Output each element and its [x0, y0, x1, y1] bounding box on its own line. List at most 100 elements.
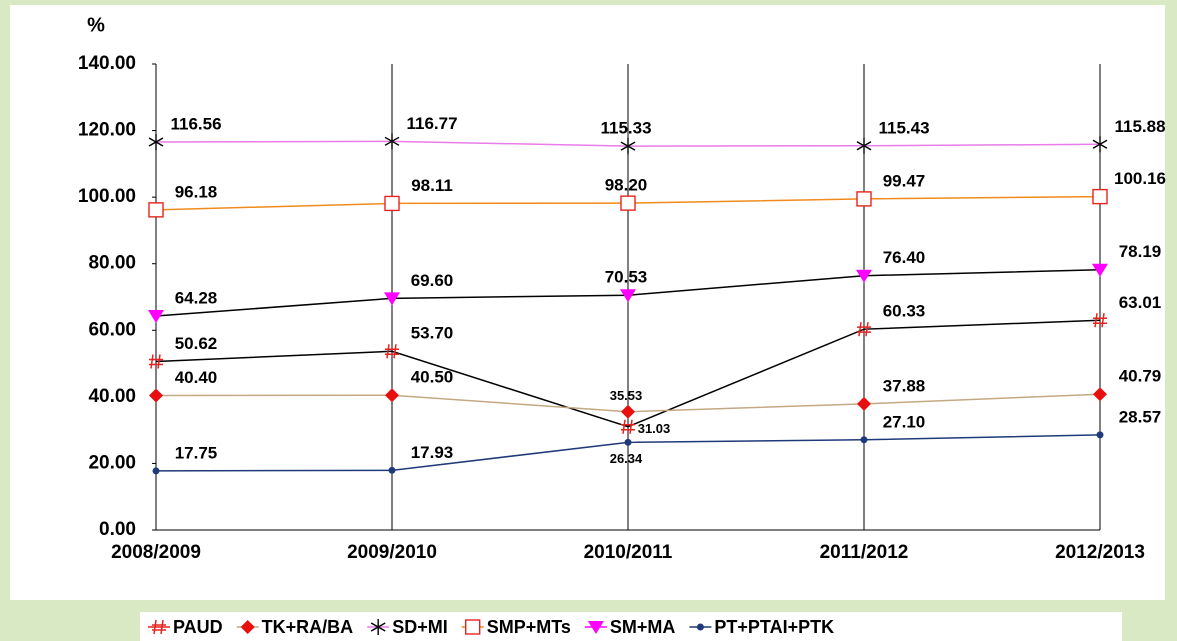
legend-label: SM+MA	[610, 617, 676, 637]
legend-label: TK+RA/BA	[262, 617, 354, 637]
marker-part	[1092, 263, 1108, 277]
marker-part	[370, 619, 386, 635]
marker-part	[621, 419, 635, 434]
series-line	[155, 319, 1101, 428]
marker-part	[621, 404, 635, 419]
marker-part	[860, 436, 868, 444]
legend-item: TK+RA/BA	[236, 617, 354, 637]
data-label: 76.40	[883, 248, 926, 267]
data-point	[857, 396, 871, 411]
marker-part	[856, 191, 872, 207]
data-label: 63.01	[1119, 293, 1162, 312]
data-point	[385, 344, 399, 359]
data-point	[620, 195, 636, 211]
x-tick-label: 2012/2013	[1055, 542, 1145, 563]
marker-part	[587, 621, 604, 634]
data-label: 116.56	[170, 115, 221, 134]
data-point	[621, 404, 635, 419]
data-label: 40.40	[175, 368, 218, 387]
y-tick-label: 40.00	[88, 386, 136, 407]
data-label: 27.10	[883, 412, 926, 431]
marker-part	[1092, 136, 1108, 153]
data-label: 40.50	[411, 368, 454, 387]
legend-marker	[465, 619, 481, 635]
legend-marker	[152, 619, 166, 635]
data-point	[624, 438, 632, 446]
legend-item: PT+PTAI+PTK	[689, 617, 834, 637]
legend-marker	[587, 621, 604, 634]
data-point	[149, 388, 163, 403]
data-label: 37.88	[883, 376, 926, 395]
marker-part	[388, 466, 396, 474]
y-axis-label: %	[87, 14, 105, 36]
legend-marker	[240, 620, 255, 634]
marker-part	[620, 138, 636, 155]
data-label: 53.70	[411, 324, 454, 343]
marker-part	[620, 195, 636, 211]
legend-box	[140, 612, 1122, 641]
marker-part	[152, 619, 166, 635]
data-label: 31.03	[638, 421, 671, 436]
marker-part	[384, 195, 400, 212]
data-label: 116.77	[406, 114, 457, 133]
legend-marker	[370, 619, 386, 635]
x-tick-label: 2009/2010	[347, 542, 437, 563]
data-point	[384, 195, 400, 212]
legend-item: SM+MA	[584, 617, 676, 637]
data-label: 60.33	[883, 302, 926, 321]
x-tick-label: 2008/2009	[111, 542, 201, 563]
data-point	[388, 466, 396, 474]
data-point	[384, 292, 400, 306]
marker-part	[857, 322, 871, 337]
x-tick-label: 2011/2012	[820, 542, 909, 563]
data-label: 100.16	[1114, 169, 1166, 188]
data-point	[1092, 136, 1108, 153]
marker-part	[240, 620, 255, 634]
data-point	[856, 137, 872, 154]
marker-part	[152, 467, 160, 475]
marker-part	[1093, 387, 1107, 402]
legend-item: SMP+MTs	[461, 617, 571, 637]
legend-label: SMP+MTs	[487, 617, 571, 637]
data-point	[1092, 263, 1108, 277]
marker-part	[624, 438, 632, 446]
y-tick-label: 0.00	[99, 519, 136, 540]
data-point	[620, 289, 636, 303]
data-label: 115.88	[1114, 117, 1165, 136]
y-tick-label: 60.00	[88, 319, 136, 340]
data-label: 28.57	[1119, 407, 1162, 426]
data-label: 69.60	[411, 271, 454, 290]
data-label: 98.20	[605, 176, 648, 195]
marker-part	[384, 133, 400, 150]
marker-part	[1093, 313, 1107, 328]
data-point	[860, 436, 868, 444]
marker-part	[696, 623, 704, 631]
data-label: 17.93	[411, 443, 454, 462]
marker-part	[385, 344, 399, 359]
data-point	[148, 134, 164, 151]
marker-part	[857, 396, 871, 411]
legend-label: SD+MI	[392, 617, 448, 637]
x-tick-label: 2010/2011	[584, 542, 673, 563]
marker-part	[856, 137, 872, 154]
data-point	[148, 202, 164, 218]
data-label: 50.62	[175, 334, 218, 353]
data-point	[1092, 188, 1108, 205]
y-tick-label: 80.00	[88, 253, 136, 274]
data-label: 26.34	[610, 451, 643, 466]
data-point	[1096, 431, 1104, 439]
data-label: 64.28	[175, 289, 218, 308]
data-label: 99.47	[883, 171, 926, 190]
marker-part	[465, 619, 481, 635]
legend-marker	[696, 623, 704, 631]
marker-part	[148, 134, 164, 151]
marker-part	[148, 202, 164, 218]
data-point	[857, 322, 871, 337]
data-label: 40.79	[1119, 367, 1162, 386]
data-point	[1093, 313, 1107, 328]
data-label: 35.53	[610, 388, 643, 403]
plot-panel	[10, 5, 1165, 600]
data-label: 96.18	[175, 182, 218, 201]
legend-item: SD+MI	[367, 617, 448, 637]
